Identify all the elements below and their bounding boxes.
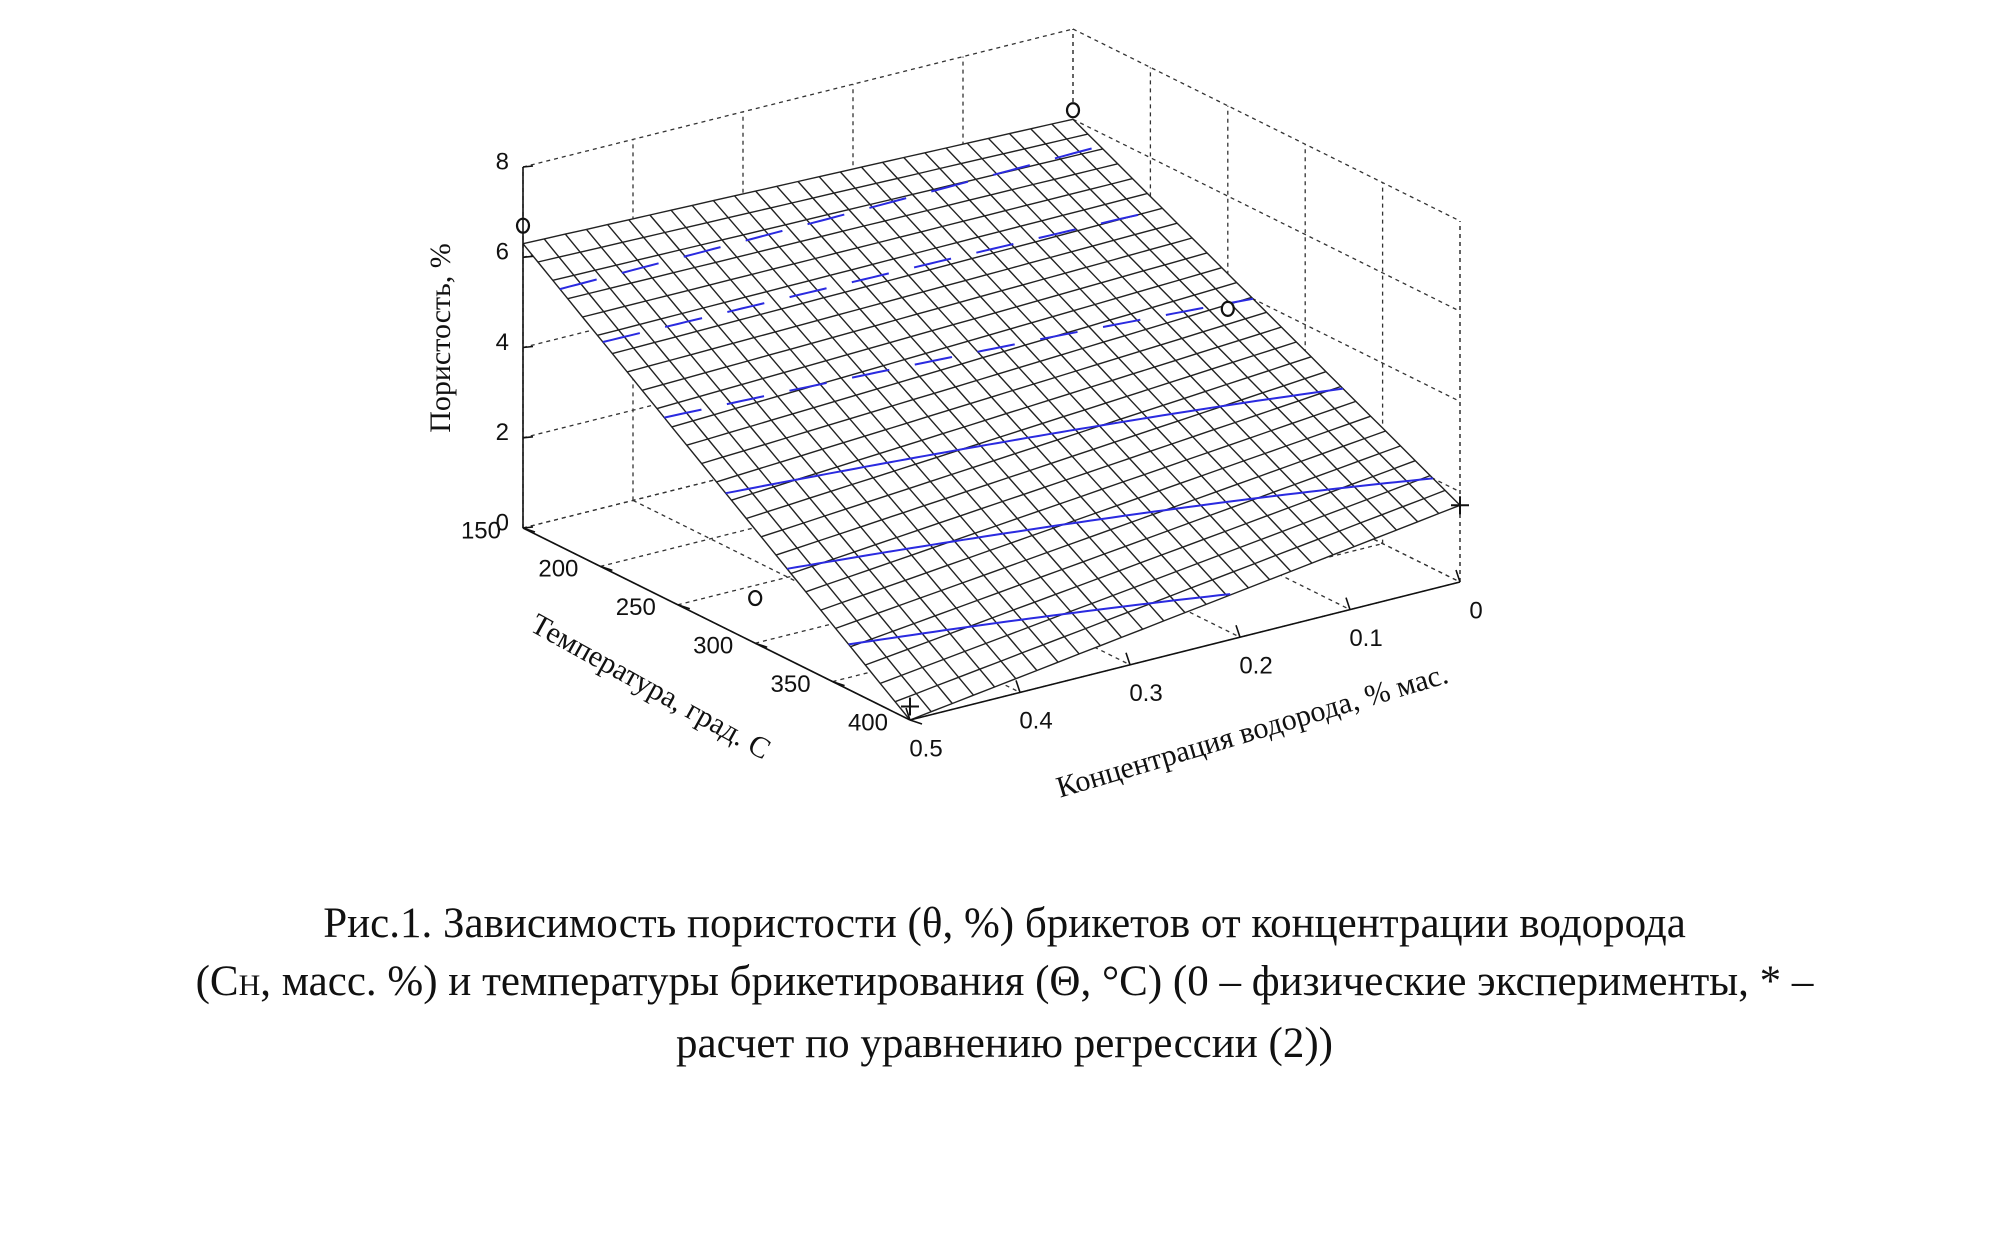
mesh-line: [820, 415, 1371, 611]
contour-lines: [559, 145, 1434, 646]
mesh-line: [731, 326, 1282, 501]
mesh-line: [716, 311, 1267, 483]
figure-caption: Рис.1. Зависимость пористости (θ, %) бри…: [0, 895, 2009, 1073]
surface-fill: [523, 119, 1460, 721]
x-tick-label: 0.3: [1129, 680, 1162, 707]
mesh-line: [894, 489, 1446, 703]
mesh-line: [537, 133, 1089, 263]
x-tick: [1455, 569, 1461, 583]
mesh-line: [671, 267, 1222, 428]
mesh-line: [686, 281, 1237, 446]
caption-line-2-rest: , масс. %) и температуры брикетирования …: [260, 958, 1814, 1005]
y-tick: [909, 719, 923, 725]
z-tick-label: 2: [496, 419, 509, 446]
x-tick-label: 0.1: [1349, 625, 1382, 652]
contour-line: [664, 297, 1254, 419]
contour-line: [786, 477, 1434, 570]
x-axis-line: [909, 581, 1461, 721]
mesh-line: [746, 341, 1297, 520]
z-tick-label: 6: [496, 239, 509, 266]
x-tick: [1235, 624, 1241, 638]
contour-line: [725, 387, 1344, 495]
y-tick-label: 150: [461, 517, 501, 544]
x-tick: [1125, 652, 1131, 666]
z-tick-label: 4: [496, 329, 509, 356]
contour-line: [848, 593, 1231, 646]
mesh-line: [612, 207, 1163, 355]
back-grid-line: [522, 28, 1074, 168]
z-tick: [522, 345, 534, 349]
mesh-line: [597, 192, 1148, 336]
mesh-line: [835, 430, 1386, 630]
y-tick-label: 250: [616, 594, 656, 621]
x-tick: [1015, 680, 1021, 693]
mesh-line: [582, 177, 1133, 318]
y-tick-label: 300: [693, 633, 733, 660]
y-tick-label: 400: [848, 709, 888, 736]
mesh-line: [865, 460, 1416, 666]
x-tick-label: 0: [1469, 597, 1482, 624]
z-axis-title: Пористость, %: [424, 243, 457, 433]
x-tick-label: 0.2: [1239, 653, 1272, 680]
z-tick: [522, 165, 534, 168]
y-tick: [522, 527, 536, 533]
x-tick: [905, 707, 911, 721]
mesh-line: [805, 400, 1357, 593]
z-tick: [522, 436, 534, 439]
surface-plot: 0246815020025030035040000.10.20.30.40.5 …: [424, 28, 1483, 804]
y-tick: [754, 642, 768, 648]
y-tick-label: 350: [771, 671, 811, 698]
mesh-line: [627, 222, 1178, 373]
caption-line-2-sub: H: [238, 969, 261, 1002]
mesh-line: [879, 474, 1431, 685]
mesh-line: [909, 504, 1461, 721]
mesh-line: [850, 445, 1401, 648]
experiment-marker: [1220, 300, 1235, 317]
caption-line-1: Рис.1. Зависимость пористости (θ, %) бри…: [323, 900, 1686, 947]
y-axis-title: Температура, град. С: [525, 607, 776, 766]
back-grid-line: [1072, 118, 1461, 312]
axes: 0 2 4 6 8 150 200 250 300 350 400 0 0.1 0.2 0.3 0.4 0.5: [461, 148, 1483, 762]
mesh-line: [656, 252, 1208, 410]
mesh-line: [567, 163, 1118, 300]
mesh-line: [522, 118, 1074, 245]
caption-line-3: расчет по уравнению регрессии (2)): [676, 1020, 1333, 1067]
y-axis-line: [522, 527, 911, 721]
surface-mesh: [522, 118, 1461, 721]
caption-line-2: (CH, масс. %) и температуры брикетирован…: [0, 953, 2009, 1015]
y-tick: [832, 680, 845, 687]
mesh-line: [701, 296, 1252, 465]
x-tick-label: 0.5: [909, 735, 942, 762]
z-tick-label: 0: [496, 509, 509, 536]
z-tick: [522, 255, 534, 259]
y-tick-label: 200: [538, 556, 578, 583]
mesh-line: [641, 237, 1193, 391]
experiment-marker: [748, 589, 763, 607]
y-tick: [677, 604, 691, 610]
y-tick: [600, 565, 613, 572]
x-tick-label: 0.4: [1019, 708, 1052, 735]
z-tick-label: 8: [496, 148, 509, 175]
contour-line: [602, 208, 1164, 343]
x-tick: [1345, 597, 1351, 610]
contour-line: [559, 145, 1101, 291]
experiment-marker: [1065, 102, 1081, 119]
back-grid-line: [1072, 28, 1461, 222]
caption-line-2-prefix: (C: [195, 958, 239, 1005]
mesh-line: [775, 371, 1327, 556]
mesh-line: [790, 385, 1342, 575]
mesh-line: [760, 356, 1312, 538]
